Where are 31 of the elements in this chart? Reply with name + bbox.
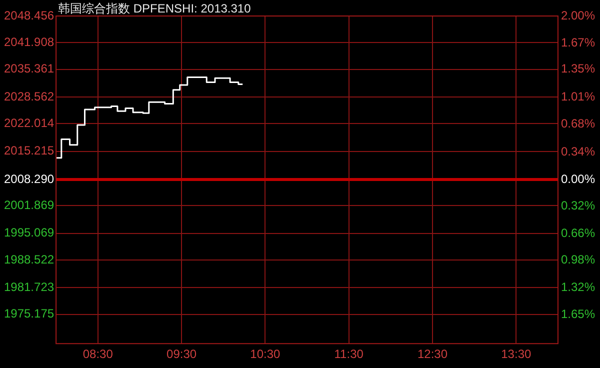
y2-tick-label: 1.67% xyxy=(560,35,596,50)
x-tick-label: 10:30 xyxy=(250,347,281,362)
y2-tick-label: 0.98% xyxy=(560,252,596,266)
y2-tick-label: 0.00% xyxy=(560,172,596,186)
y-tick-label: 2028.562 xyxy=(4,89,54,104)
y2-tick-label: 1.35% xyxy=(560,62,596,76)
x-tick-label: 12:30 xyxy=(417,347,448,362)
y-tick-label: 2022.014 xyxy=(4,116,54,130)
y-tick-label: 1975.175 xyxy=(4,306,54,321)
y-tick-label: 1995.069 xyxy=(4,226,54,240)
y2-tick-label: 1.65% xyxy=(560,307,596,322)
y-tick-label: 2015.215 xyxy=(4,144,54,158)
y-tick-label: 1988.522 xyxy=(4,252,54,266)
y-tick-label: 2041.908 xyxy=(4,34,54,49)
x-tick-label: 11:30 xyxy=(334,347,364,362)
y-tick-label: 2001.869 xyxy=(4,198,54,212)
y-tick-label: 2048.456 xyxy=(4,8,54,22)
y2-tick-label: 1.01% xyxy=(560,89,596,104)
y2-tick-label: 0.32% xyxy=(560,198,596,212)
y-tick-label: 1981.723 xyxy=(4,280,54,294)
y2-tick-label: 0.68% xyxy=(560,116,596,130)
y2-tick-label: 2.00% xyxy=(560,8,596,22)
y2-tick-label: 0.34% xyxy=(560,144,596,158)
x-tick-label: 09:30 xyxy=(166,347,197,362)
y2-tick-label: 0.66% xyxy=(560,226,596,240)
y-tick-label: 2035.361 xyxy=(4,62,54,76)
y2-tick-label: 1.32% xyxy=(560,280,596,294)
chart-title: 韩国综合指数 DPFENSHI: 2013.310 xyxy=(58,1,252,16)
y-tick-label: 2008.290 xyxy=(4,172,54,186)
x-tick-label: 08:30 xyxy=(82,347,114,362)
x-tick-label: 13:30 xyxy=(501,347,532,362)
